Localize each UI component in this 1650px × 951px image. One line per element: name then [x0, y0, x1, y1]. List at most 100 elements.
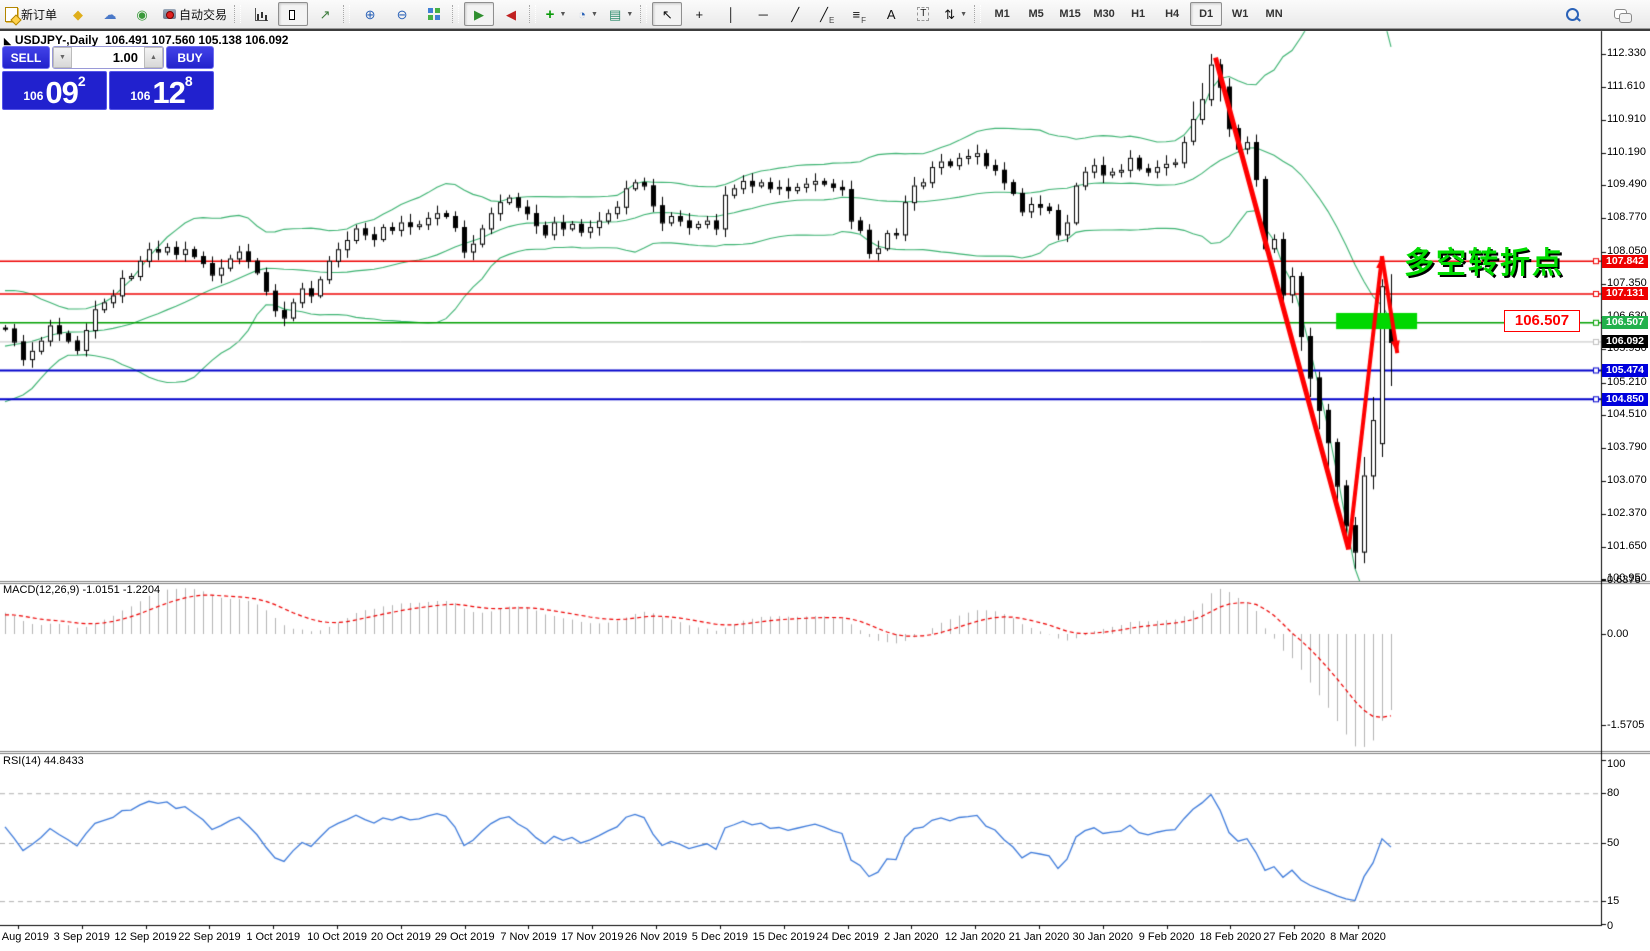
price-tag[interactable]: 107.842 [1602, 254, 1648, 268]
price-tick: 112.330 [1607, 46, 1646, 59]
date-tick: 9 Feb 2020 [1138, 931, 1195, 943]
macd-label: MACD(12,26,9) -1.0151 -1.2204 [3, 584, 161, 596]
price-tag[interactable]: 107.131 [1602, 287, 1648, 301]
macd-tick: 0.6376 [1607, 574, 1641, 587]
buy-button[interactable]: BUY [166, 46, 214, 69]
candlestick-button[interactable] [278, 2, 309, 26]
chart-window-icon: ◆ [73, 6, 84, 22]
volume-increase-button[interactable]: ▲ [144, 47, 163, 68]
vertical-line-button[interactable]: │ [716, 2, 746, 26]
one-click-collapse-icon[interactable]: ◣ [4, 36, 11, 46]
periods-button[interactable]: ◔ ▼ [573, 2, 603, 26]
symbol-period-label: USDJPY-,Daily [14, 33, 99, 47]
sell-price-display[interactable]: 106 09 2 [2, 71, 107, 110]
vertical-line-icon: │ [727, 6, 736, 22]
price-tag[interactable]: 104.850 [1602, 392, 1648, 406]
timeframe-d1[interactable]: D1 [1190, 2, 1223, 26]
date-tick: 21 Jan 2020 [1008, 931, 1070, 943]
tile-windows-button[interactable] [419, 2, 449, 26]
timeframe-bar: M1 M5 M15 M30 H1 H4 D1 W1 MN [985, 2, 1291, 26]
indicators-icon: + [545, 5, 555, 23]
price-tick: 109.490 [1607, 178, 1647, 191]
trendline-button[interactable]: ╱ [780, 2, 810, 26]
volume-decrease-button[interactable]: ▼ [53, 47, 72, 68]
bar-chart-button[interactable] [246, 2, 276, 26]
sell-price-point: 2 [77, 73, 86, 89]
zoom-in-button[interactable]: ⊕ [355, 2, 385, 26]
text-button[interactable]: A [876, 2, 906, 26]
line-chart-button[interactable]: ↗ [310, 2, 340, 26]
auto-scroll-button[interactable]: ▶ [464, 2, 495, 26]
timeframe-w1[interactable]: W1 [1231, 8, 1249, 20]
chat-icon [1613, 9, 1632, 23]
timeframe-h4[interactable]: H4 [1165, 8, 1180, 20]
rsi-tick: 50 [1607, 837, 1620, 849]
profile-button[interactable]: ☁ [95, 2, 125, 26]
dropdown-arrow-icon[interactable]: ▼ [626, 10, 634, 18]
price-tick: 111.610 [1607, 80, 1646, 93]
chart-window-button[interactable]: ◆ [63, 2, 93, 26]
ohlc-values: 106.491 107.560 105.138 106.092 [104, 33, 289, 47]
date-tick: 15 Dec 2019 [752, 931, 815, 943]
volume-stepper: ▼ 1.00 ▲ [52, 46, 164, 69]
price-tick: 103.070 [1607, 474, 1647, 487]
channel-button[interactable]: ╱ E [812, 2, 842, 26]
dropdown-arrow-icon[interactable]: ▼ [590, 10, 598, 18]
date-tick: 2 Jan 2020 [884, 931, 939, 943]
toolbar-grip [640, 5, 648, 23]
zoom-out-icon: ⊖ [396, 6, 408, 22]
rsi-tick: 100 [1607, 758, 1626, 770]
price-tick: 102.370 [1607, 506, 1647, 519]
price-tag[interactable]: 106.507 [1602, 316, 1648, 330]
date-tick: 10 Oct 2019 [307, 931, 368, 943]
price-tag[interactable]: 105.474 [1602, 363, 1648, 377]
date-tick: 22 Sep 2019 [178, 931, 241, 943]
timeframe-h1[interactable]: H1 [1131, 8, 1146, 20]
timeframe-mn[interactable]: MN [1265, 8, 1283, 20]
turning-point-annotation[interactable]: 多空转折点 [1404, 247, 1564, 280]
date-tick: 24 Dec 2019 [816, 931, 879, 943]
dropdown-arrow-icon[interactable]: ▼ [960, 10, 968, 18]
candlestick-icon [287, 7, 299, 21]
macd-tick: 0.00 [1607, 628, 1629, 640]
profile-icon: ☁ [103, 6, 117, 22]
dropdown-arrow-icon[interactable]: ▼ [559, 10, 567, 18]
date-tick: 18 Feb 2020 [1199, 931, 1262, 943]
price-tick: 104.510 [1607, 408, 1647, 420]
toolbar-grip [452, 5, 460, 23]
templates-button[interactable]: ▤ ▼ [605, 2, 637, 26]
crosshair-button[interactable]: + [684, 2, 714, 26]
search-button[interactable] [1557, 2, 1587, 26]
price-tick: 107.350 [1607, 276, 1647, 289]
price-label-box[interactable]: 106.507 [1504, 310, 1580, 332]
auto-trading-button[interactable]: 自动交易 [159, 2, 231, 26]
chart-shift-icon: ◀ [506, 6, 517, 22]
new-order-button[interactable]: 新订单 [1, 2, 61, 26]
date-tick: 26 Nov 2019 [624, 931, 688, 943]
signals-button[interactable]: ◉ [127, 2, 157, 26]
cursor-button[interactable]: ↖ [652, 2, 683, 26]
horizontal-line-button[interactable]: ─ [748, 2, 778, 26]
timeframe-m5[interactable]: M5 [1028, 8, 1044, 20]
label-button[interactable]: T [908, 2, 938, 26]
templates-icon: ▤ [609, 6, 622, 22]
buy-price-display[interactable]: 106 12 8 [109, 71, 214, 110]
price-tag[interactable]: 106.092 [1602, 335, 1648, 349]
sell-button[interactable]: SELL [2, 46, 50, 69]
volume-value[interactable]: 1.00 [112, 50, 138, 65]
chat-button[interactable] [1605, 2, 1635, 26]
timeframe-m15[interactable]: M15 [1059, 8, 1081, 20]
toolbar: 新订单 ◆ ☁ ◉ 自动交易 ↗ ⊕ ⊖ ▶ ◀ + ▼ ◔ ▼ ▤ ▼ ↖ + │ ─ ╱ ╱ E ≡ F A T ⇅ ▼ M1 M5 M1… [0, 0, 1650, 29]
arrows-button[interactable]: ⇅ ▼ [940, 2, 971, 26]
price-tick: 110.190 [1607, 145, 1646, 158]
sell-price-pips: 09 [45, 75, 78, 111]
buy-price-figure: 106 [130, 89, 151, 103]
timeframe-m1[interactable]: M1 [994, 8, 1010, 20]
fibonacci-button[interactable]: ≡ F [844, 2, 874, 26]
indicators-button[interactable]: + ▼ [541, 2, 571, 26]
zoom-out-button[interactable]: ⊖ [387, 2, 417, 26]
timeframe-m30[interactable]: M30 [1093, 8, 1115, 20]
chart-shift-button[interactable]: ◀ [496, 2, 526, 26]
one-click-trading-panel: SELL ▼ 1.00 ▲ BUY 106 09 2 106 12 8 [2, 46, 214, 110]
